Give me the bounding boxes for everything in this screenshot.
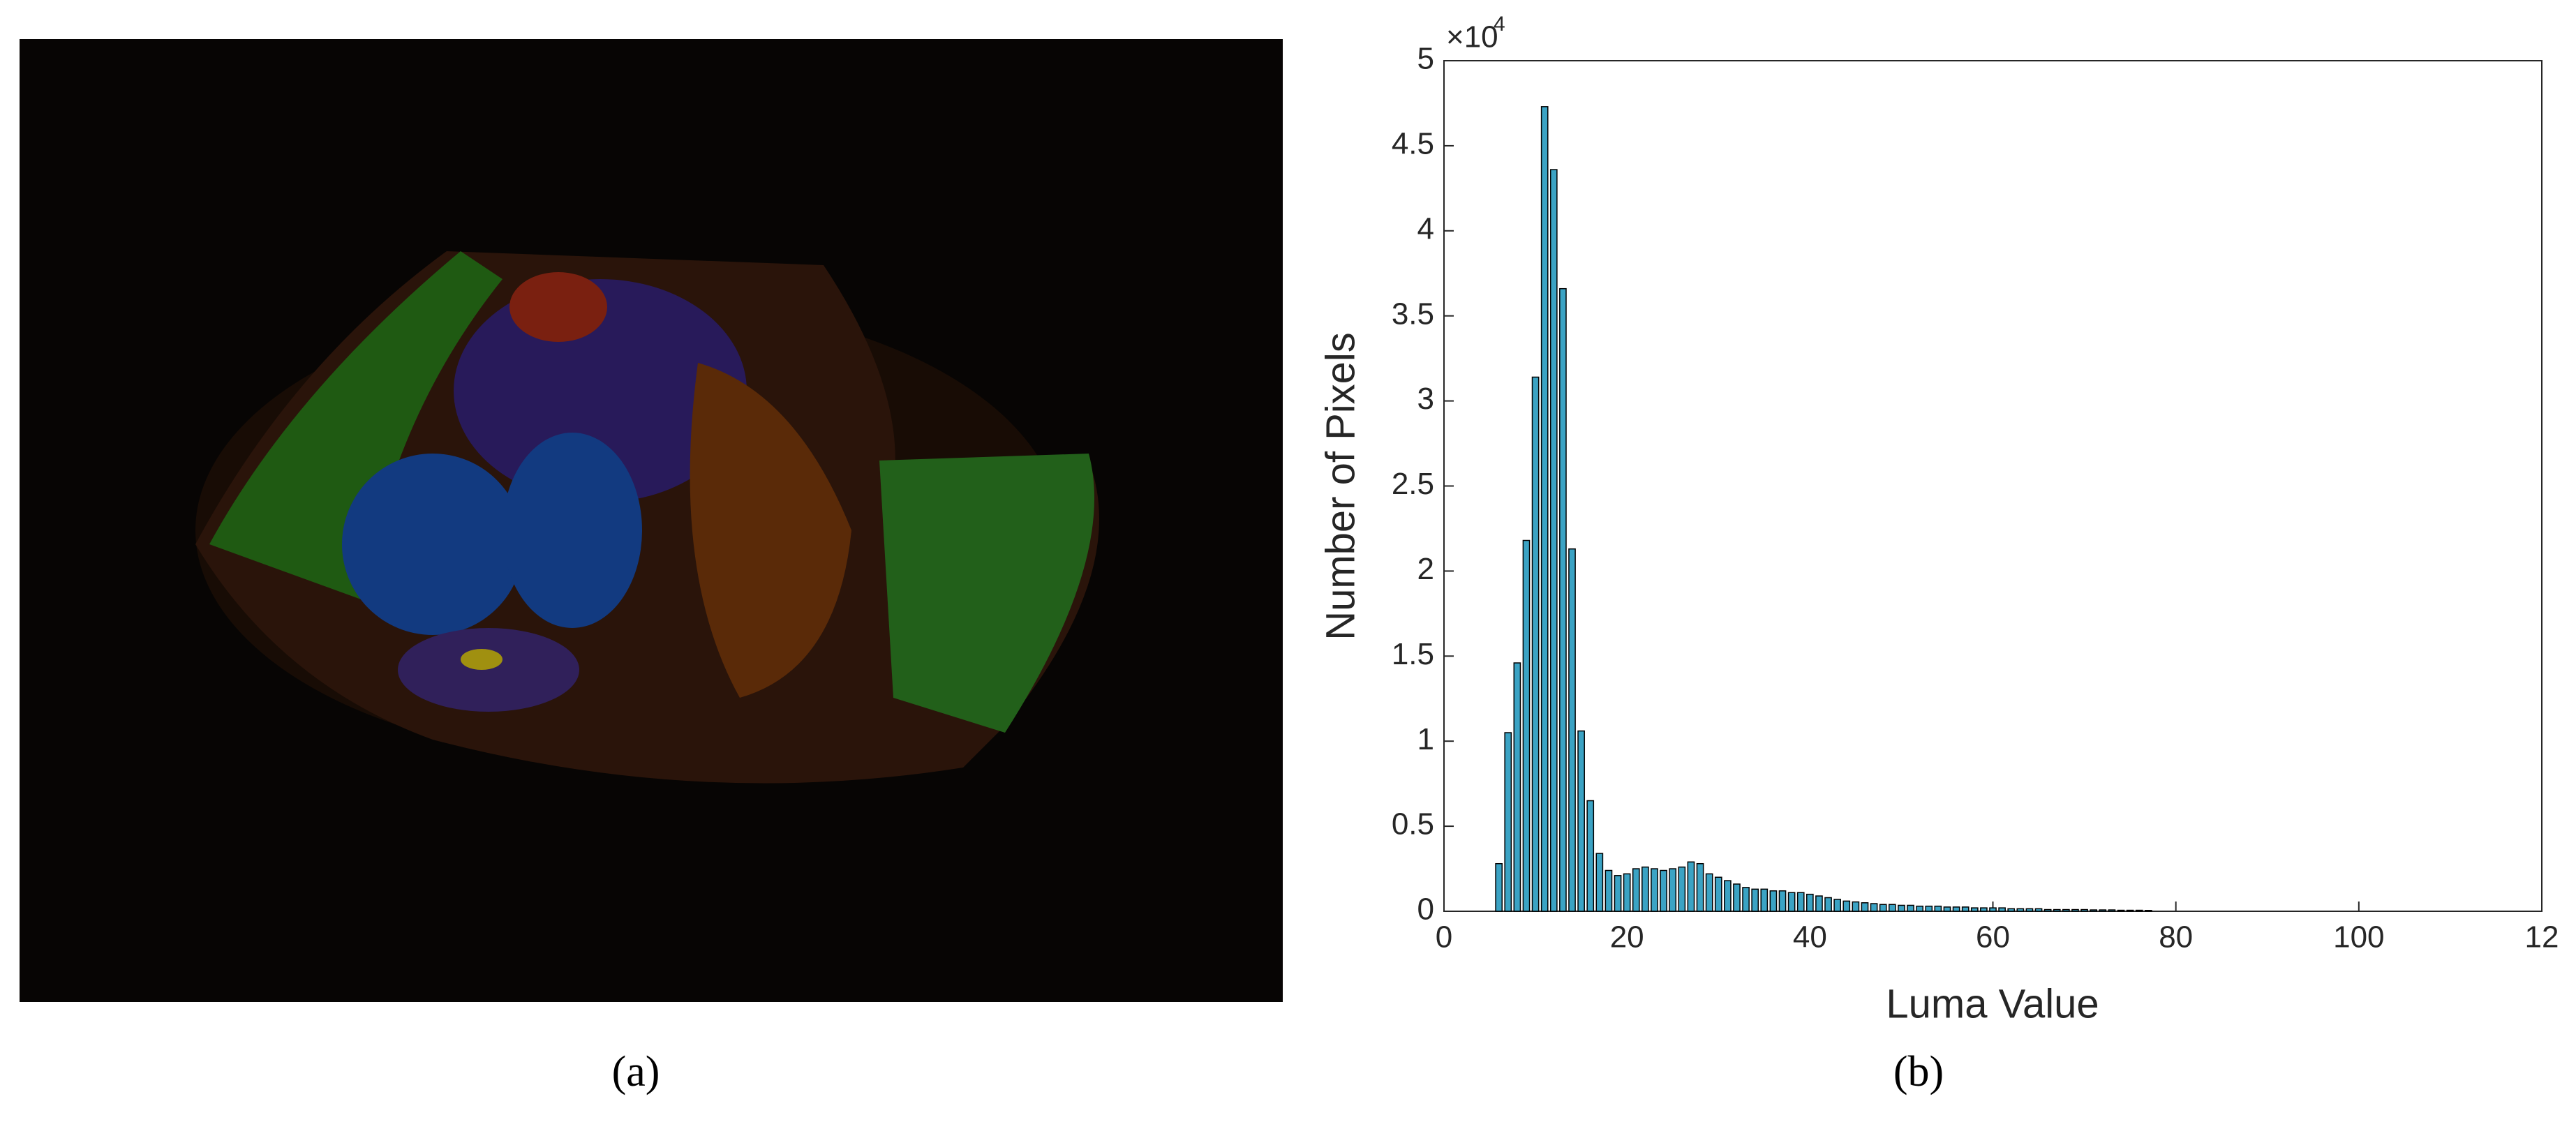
bar bbox=[1934, 905, 1942, 912]
bar bbox=[1769, 890, 1778, 912]
bar bbox=[1540, 106, 1549, 912]
y-tick-label: 5 bbox=[1417, 42, 1434, 76]
bar bbox=[2043, 908, 2052, 912]
y-axis-label: Number of Pixels bbox=[1318, 332, 1363, 641]
bar bbox=[1961, 906, 1970, 912]
y-tick-label: 1.5 bbox=[1392, 637, 1434, 671]
bar bbox=[1678, 866, 1686, 912]
x-tick-label: 20 bbox=[1610, 920, 1644, 955]
bar bbox=[1742, 887, 1750, 912]
bar bbox=[1870, 903, 1878, 912]
bar bbox=[2007, 908, 2016, 912]
bar bbox=[1522, 539, 1531, 912]
bar bbox=[1549, 169, 1558, 912]
bar bbox=[1651, 868, 1658, 912]
bar bbox=[1861, 902, 1869, 912]
x-tick-label: 100 bbox=[2333, 920, 2384, 955]
photo bbox=[20, 39, 1283, 1002]
bar bbox=[1925, 905, 1933, 912]
bar bbox=[1504, 732, 1512, 912]
bar bbox=[1907, 904, 1914, 912]
bar bbox=[1824, 897, 1832, 912]
bar bbox=[2099, 909, 2107, 912]
bar bbox=[1980, 907, 1988, 912]
bar bbox=[1733, 883, 1741, 912]
bar bbox=[1787, 892, 1796, 912]
bar bbox=[2108, 909, 2116, 912]
bar bbox=[1833, 899, 1841, 912]
bar bbox=[1696, 862, 1704, 912]
bar bbox=[2071, 908, 2079, 912]
bar bbox=[1495, 862, 1503, 912]
bar bbox=[1970, 907, 1979, 912]
bar bbox=[1687, 861, 1695, 912]
x-tick-label: 80 bbox=[2159, 920, 2193, 955]
y-tick-label: 2 bbox=[1417, 552, 1434, 586]
bar bbox=[1943, 906, 1951, 912]
bar bbox=[1989, 907, 1997, 912]
bar bbox=[1998, 907, 2006, 912]
bar bbox=[1641, 866, 1649, 912]
x-axis-label: Luma Value bbox=[1886, 981, 2099, 1026]
bar bbox=[1751, 888, 1759, 912]
bar bbox=[1796, 892, 1805, 912]
bar bbox=[1916, 905, 1923, 912]
bar bbox=[1513, 662, 1521, 912]
y-tick-label: 0.5 bbox=[1392, 807, 1434, 842]
y-tick-label: 3.5 bbox=[1392, 297, 1434, 331]
bar bbox=[2053, 908, 2061, 912]
bar bbox=[2080, 908, 2088, 912]
y-tick-label: 1 bbox=[1417, 722, 1434, 756]
bar bbox=[1760, 888, 1769, 912]
y-tick-label: 0 bbox=[1417, 892, 1434, 927]
y-multiplier: ×10 bbox=[1446, 20, 1498, 54]
x-tick-label: 40 bbox=[1793, 920, 1827, 955]
bar bbox=[1705, 873, 1713, 912]
bar bbox=[1888, 904, 1896, 912]
x-tick-label: 0 bbox=[1436, 920, 1452, 955]
bar bbox=[2034, 908, 2043, 912]
y-tick-label: 2.5 bbox=[1392, 467, 1434, 501]
caption: (b) bbox=[1893, 1048, 1944, 1095]
bar bbox=[2016, 908, 2025, 912]
bar bbox=[1660, 869, 1667, 912]
bar bbox=[1669, 868, 1677, 912]
bar bbox=[1568, 548, 1576, 912]
bar bbox=[1806, 893, 1814, 912]
bar bbox=[1852, 901, 1860, 912]
y-tick-label: 4.5 bbox=[1392, 127, 1434, 161]
y-multiplier-exponent: 4 bbox=[1494, 13, 1505, 36]
x-tick-label: 60 bbox=[1976, 920, 2010, 955]
x-tick-label: 12 bbox=[2525, 920, 2559, 955]
bar bbox=[1815, 895, 1823, 912]
bar bbox=[1605, 869, 1613, 912]
bar bbox=[1778, 890, 1787, 912]
bar bbox=[1614, 875, 1622, 912]
bar bbox=[1531, 376, 1540, 912]
bar bbox=[1632, 868, 1640, 912]
bar bbox=[1952, 906, 1960, 912]
bar bbox=[1879, 904, 1887, 912]
bar bbox=[1714, 876, 1722, 912]
plot-area bbox=[1443, 60, 2543, 912]
caption: (a) bbox=[612, 1048, 660, 1095]
bar bbox=[1623, 873, 1631, 912]
y-tick-label: 3 bbox=[1417, 382, 1434, 416]
bar bbox=[1842, 900, 1851, 912]
bar bbox=[2090, 909, 2098, 912]
y-tick-label: 4 bbox=[1417, 211, 1434, 246]
bar bbox=[2025, 908, 2034, 912]
bar bbox=[1724, 880, 1732, 912]
bar bbox=[1586, 800, 1595, 912]
bar bbox=[2062, 908, 2070, 912]
bar bbox=[1898, 904, 1905, 912]
bar bbox=[1595, 853, 1604, 912]
bar bbox=[1559, 287, 1567, 912]
bar bbox=[1577, 730, 1585, 912]
